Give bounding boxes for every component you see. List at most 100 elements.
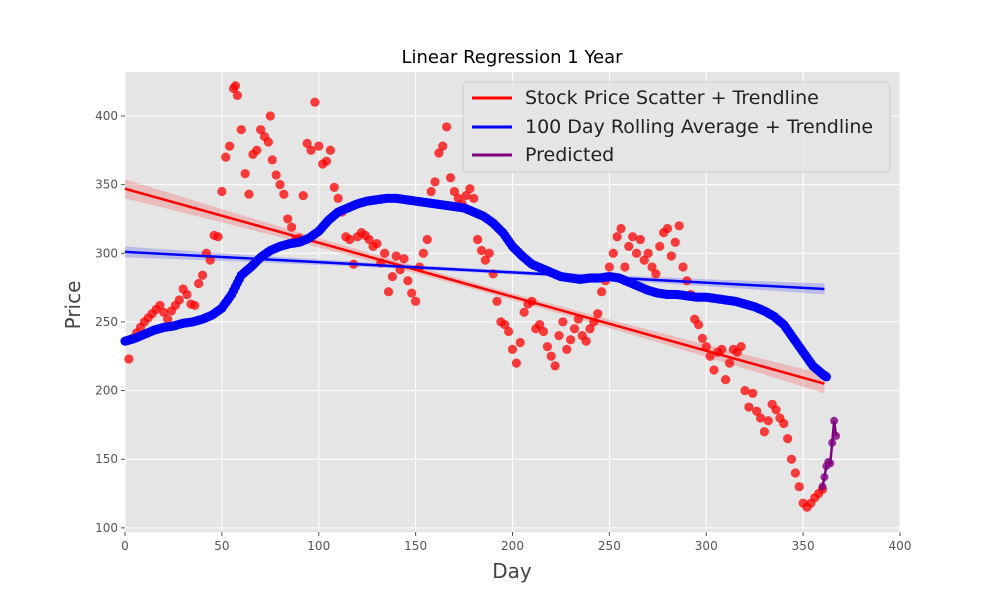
stock-price-point bbox=[244, 189, 254, 199]
stock-price-point bbox=[628, 232, 638, 242]
stock-price-point bbox=[155, 300, 165, 311]
stock-price-point bbox=[380, 248, 390, 258]
stock-price-point bbox=[635, 234, 645, 245]
stock-price-point bbox=[287, 222, 297, 232]
legend-label-predicted: Predicted bbox=[525, 144, 614, 166]
stock-price-point bbox=[302, 138, 312, 149]
stock-price-point bbox=[786, 454, 797, 464]
stock-price-point bbox=[724, 358, 735, 368]
stock-price-point bbox=[465, 184, 475, 194]
stock-price-point bbox=[721, 374, 731, 385]
x-tick-label: 250 bbox=[598, 539, 621, 553]
x-tick-label: 400 bbox=[889, 539, 912, 553]
y-tick-label: 400 bbox=[95, 109, 118, 123]
stock-price-point bbox=[473, 234, 483, 245]
stock-price-point bbox=[236, 125, 246, 135]
stock-price-point bbox=[651, 269, 661, 279]
stock-price-point bbox=[321, 156, 332, 166]
y-tick-label: 200 bbox=[95, 384, 118, 398]
stock-price-point bbox=[221, 152, 231, 162]
stock-price-point bbox=[364, 234, 374, 245]
ticks: 0 50 100 150 200 250 300 350 400 100 150 200 250 300 3… bbox=[95, 109, 911, 553]
stock-price-point bbox=[383, 287, 394, 297]
y-axis-label: Price bbox=[61, 281, 85, 330]
stock-price-point bbox=[194, 278, 204, 289]
stock-price-point bbox=[329, 182, 339, 192]
stock-price-point bbox=[744, 402, 754, 412]
stock-price-point bbox=[163, 314, 173, 324]
stock-price-point bbox=[624, 241, 634, 251]
stock-price-point bbox=[662, 223, 673, 234]
stock-price-point bbox=[620, 262, 630, 272]
stock-price-point bbox=[372, 239, 382, 249]
stock-price-point bbox=[407, 288, 417, 298]
stock-price-point bbox=[391, 251, 401, 261]
stock-price-point bbox=[693, 320, 704, 330]
stock-price-point bbox=[190, 300, 200, 311]
stock-price-point bbox=[271, 170, 281, 180]
stock-price-point bbox=[515, 337, 525, 348]
stock-price-point bbox=[647, 262, 657, 272]
stock-price-point bbox=[542, 342, 552, 352]
stock-price-point bbox=[174, 295, 184, 305]
stock-price-point bbox=[666, 251, 676, 261]
stock-price-point bbox=[740, 385, 750, 396]
stock-price-point bbox=[562, 344, 572, 354]
x-axis-label: Day bbox=[492, 559, 532, 583]
y-tick-label: 350 bbox=[95, 178, 118, 192]
rolling-average-trendline bbox=[124, 250, 825, 291]
stock-price-point bbox=[597, 287, 607, 297]
stock-price-point bbox=[445, 173, 456, 183]
stock-price-point bbox=[306, 145, 316, 155]
stock-price-point bbox=[484, 248, 494, 258]
stock-price-point bbox=[608, 248, 618, 258]
stock-price-point bbox=[325, 145, 335, 155]
stock-price-point bbox=[504, 326, 514, 337]
stock-price-point bbox=[480, 255, 490, 265]
stock-price-point bbox=[538, 326, 549, 337]
stock-price-point bbox=[240, 169, 250, 179]
stock-price-point bbox=[500, 320, 510, 330]
stock-price-point bbox=[225, 141, 235, 151]
predicted-point bbox=[832, 431, 841, 440]
predicted-point bbox=[818, 482, 827, 491]
stock-price-point bbox=[492, 296, 502, 306]
stock-price-point bbox=[182, 289, 192, 300]
stock-price-point bbox=[783, 434, 793, 444]
x-tick-label: 350 bbox=[792, 539, 815, 553]
stock-price-point bbox=[333, 193, 343, 203]
stock-price-point bbox=[558, 317, 568, 327]
x-tick-label: 200 bbox=[501, 539, 524, 553]
stock-price-point bbox=[519, 307, 529, 317]
stock-price-point bbox=[759, 427, 769, 437]
stock-price-point bbox=[705, 351, 715, 361]
stock-price-point bbox=[449, 186, 459, 197]
stock-price-point bbox=[612, 232, 622, 242]
stock-price-point bbox=[717, 344, 727, 354]
stock-price-point bbox=[639, 255, 649, 265]
stock-price-point bbox=[217, 186, 227, 197]
stock-price-point bbox=[263, 137, 273, 147]
stock-price-point bbox=[566, 335, 576, 345]
stock-price-point bbox=[476, 245, 487, 256]
x-tick-label: 50 bbox=[214, 539, 229, 553]
stock-price-point bbox=[298, 190, 308, 201]
stock-price-point bbox=[387, 271, 397, 282]
stock-price-point bbox=[205, 255, 215, 265]
stock-price-point bbox=[345, 234, 355, 245]
stock-price-point bbox=[430, 177, 440, 187]
x-tick-label: 150 bbox=[404, 539, 427, 553]
stock-price-point bbox=[794, 482, 804, 492]
stock-price-point bbox=[426, 186, 436, 197]
y-tick-label: 300 bbox=[95, 246, 118, 260]
stock-price-point bbox=[197, 270, 208, 280]
rolling-average-point bbox=[821, 372, 831, 382]
stock-price-point bbox=[604, 262, 614, 272]
stock-price-point bbox=[124, 354, 134, 364]
stock-price-point bbox=[438, 141, 448, 151]
stock-price-point bbox=[790, 468, 800, 478]
legend-label-scatter: Stock Price Scatter + Trendline bbox=[525, 87, 819, 109]
stock-price-point bbox=[763, 416, 773, 426]
legend-box bbox=[462, 81, 891, 173]
stock-price-point bbox=[403, 276, 413, 286]
